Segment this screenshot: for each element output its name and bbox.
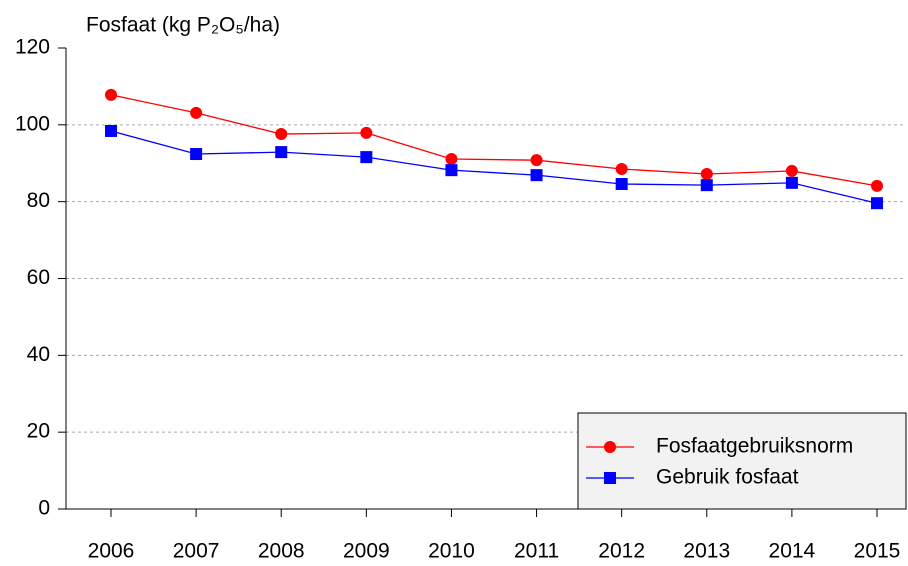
data-point [275,146,288,159]
y-tick-label: 120 [15,36,50,59]
data-point [871,197,883,210]
y-tick-label: 20 [27,420,50,443]
x-tick-label: 2006 [88,540,135,563]
legend-box [577,412,907,510]
data-point [785,176,798,189]
data-point [615,163,628,176]
data-point [190,148,203,161]
y-tick-label: 100 [15,112,50,135]
x-tick-label: 2009 [343,540,390,563]
x-tick-label: 2010 [428,540,475,563]
x-tick-label: 2007 [173,540,220,563]
data-point [105,88,117,101]
data-point [275,128,288,141]
series-line [110,130,878,204]
y-tick-label: 80 [27,189,50,212]
y-tick-label: 0 [38,497,50,520]
data-point [105,124,117,137]
legend-label: Fosfaatgebruiksnorm [656,435,853,458]
data-point [785,164,798,177]
legend-marker [604,472,616,484]
y-tick-label: 40 [27,343,50,366]
data-point [445,164,458,177]
x-tick-label: 2015 [854,540,901,563]
chart-title: Fosfaat (kg P₂O₅/ha) [86,14,280,37]
data-point [700,168,713,181]
x-tick-label: 2008 [258,540,305,563]
data-point [871,179,883,192]
data-point [360,126,373,139]
x-tick-label: 2014 [769,540,816,563]
data-point [190,106,203,119]
data-point [360,151,373,164]
data-point [445,153,458,166]
series-line [110,94,878,187]
data-point [530,154,543,167]
data-point [615,177,628,190]
data-point [530,169,543,182]
x-tick-label: 2011 [514,540,559,563]
x-tick-label: 2013 [683,540,730,563]
legend-label: Gebruik fosfaat [656,466,799,489]
y-tick-label: 60 [27,266,50,289]
legend-marker [604,441,616,453]
data-point [700,179,713,192]
x-tick-label: 2012 [598,540,645,563]
